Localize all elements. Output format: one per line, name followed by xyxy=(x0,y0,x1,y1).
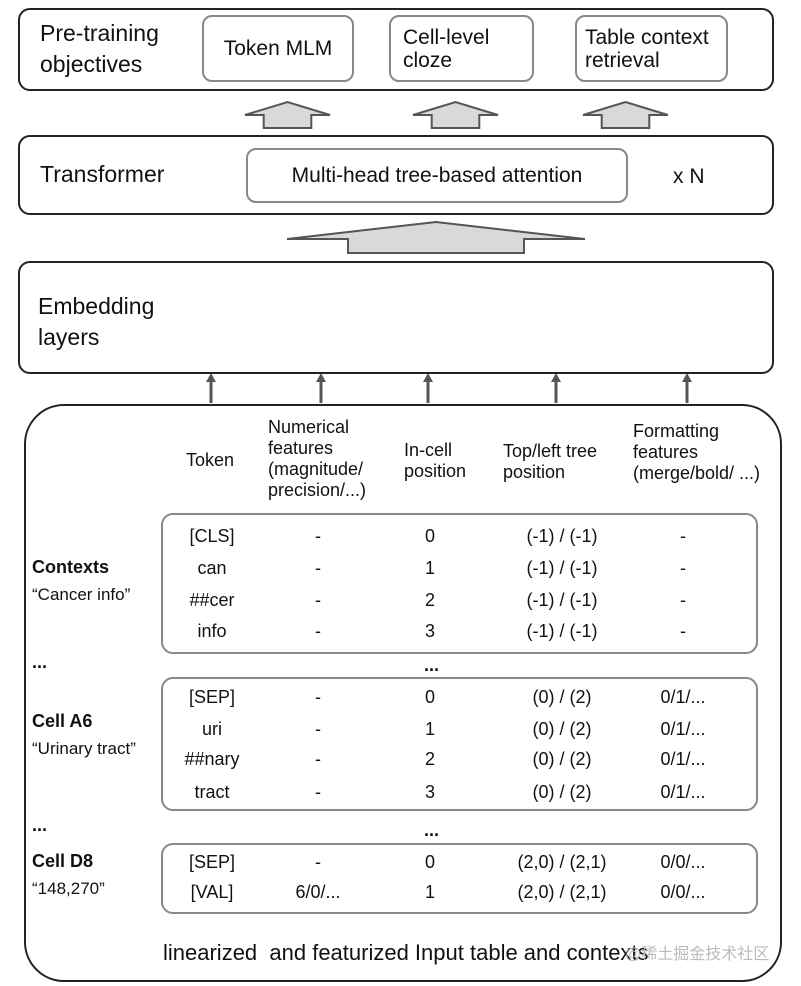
table-cell: - xyxy=(680,590,686,610)
table-cell: (0) / (2) xyxy=(532,687,592,707)
table-cell: - xyxy=(315,526,321,546)
input-caption: linearized and featurized Input table an… xyxy=(163,940,649,965)
group-box xyxy=(161,513,758,654)
table-cell: - xyxy=(315,782,321,802)
table-cell: can xyxy=(197,558,227,578)
embedding-layers-box xyxy=(18,261,774,374)
repeat-n-label: x N xyxy=(673,165,705,188)
group-name: Contexts xyxy=(32,557,110,577)
header-tree-position: Top/left tree position xyxy=(503,441,598,482)
table-cell: 2 xyxy=(424,749,436,769)
block-arrow-up-2 xyxy=(582,100,669,129)
embedding-layers-label: Embedding layers xyxy=(38,293,155,350)
ellipsis: ... xyxy=(32,652,48,672)
table-cell: 0/0/... xyxy=(660,852,706,872)
objective-cell-level-cloze-text: Cell-level cloze xyxy=(403,25,490,72)
objective-cell-level-cloze: Cell-level cloze xyxy=(389,15,534,82)
transformer-label: Transformer xyxy=(40,161,165,187)
input-arrow-head xyxy=(316,373,326,382)
table-cell: ##cer xyxy=(189,590,235,610)
objective-token-mlm: Token MLM xyxy=(202,15,354,82)
group-box xyxy=(161,843,758,914)
table-cell: (2,0) / (2,1) xyxy=(517,882,607,902)
group-name: Cell D8 xyxy=(32,851,94,871)
table-cell: [SEP] xyxy=(188,852,236,872)
table-cell: - xyxy=(680,558,686,578)
table-cell: (0) / (2) xyxy=(532,749,592,769)
table-cell: - xyxy=(315,558,321,578)
table-cell: ##nary xyxy=(184,749,240,769)
header-numerical-features: Numerical features (magnitude/ precision… xyxy=(268,417,367,500)
table-cell: 1 xyxy=(424,882,436,902)
table-cell: (-1) / (-1) xyxy=(526,558,598,578)
table-cell: 2 xyxy=(424,590,436,610)
multi-head-attention-block: Multi-head tree-based attention xyxy=(246,148,628,203)
group-description: “Cancer info” xyxy=(32,585,131,604)
input-arrow-head xyxy=(551,373,561,382)
table-cell: 6/0/... xyxy=(295,882,341,902)
table-cell: 0/0/... xyxy=(660,882,706,902)
table-cell: 0/1/... xyxy=(660,749,706,769)
pretraining-objectives-label: Pre-training objectives xyxy=(40,20,159,77)
input-arrow-head xyxy=(206,373,216,382)
header-token: Token xyxy=(186,450,235,470)
table-cell: 1 xyxy=(424,719,436,739)
table-cell: 1 xyxy=(424,558,436,578)
input-arrow-head xyxy=(423,373,433,382)
table-cell: [VAL] xyxy=(190,882,234,902)
group-description: “148,270” xyxy=(32,879,105,898)
table-cell: info xyxy=(197,621,227,641)
objective-table-context-retrieval-text: Table context retrieval xyxy=(585,25,709,72)
table-cell: 0/1/... xyxy=(660,719,706,739)
table-cell: 0 xyxy=(424,526,436,546)
watermark: @稀土掘金技术社区 xyxy=(625,946,770,963)
table-cell: (2,0) / (2,1) xyxy=(517,852,607,872)
table-cell: 0 xyxy=(424,852,436,872)
ellipsis: ... xyxy=(424,820,440,840)
table-cell: - xyxy=(680,526,686,546)
header-in-cell-position: In-cell position xyxy=(404,440,467,481)
table-cell: - xyxy=(315,852,321,872)
table-cell: - xyxy=(680,621,686,641)
table-cell: 0 xyxy=(424,687,436,707)
header-formatting-features: Formatting features (merge/bold/ ...) xyxy=(633,421,761,483)
objective-table-context-retrieval: Table context retrieval xyxy=(575,15,728,82)
table-cell: tract xyxy=(194,782,230,802)
group-name: Cell A6 xyxy=(32,711,93,731)
big-block-arrow-up xyxy=(286,220,586,254)
table-cell: (-1) / (-1) xyxy=(526,621,598,641)
block-arrow-up-0 xyxy=(244,100,331,129)
table-cell: [CLS] xyxy=(189,526,235,546)
table-cell: - xyxy=(315,749,321,769)
table-cell: uri xyxy=(201,719,223,739)
table-cell: (-1) / (-1) xyxy=(526,590,598,610)
table-cell: 3 xyxy=(424,782,436,802)
block-arrow-up-1 xyxy=(412,100,499,129)
table-cell: - xyxy=(315,719,321,739)
table-cell: - xyxy=(315,687,321,707)
ellipsis: ... xyxy=(32,815,48,835)
table-cell: 0/1/... xyxy=(660,687,706,707)
ellipsis: ... xyxy=(424,655,440,675)
table-cell: (0) / (2) xyxy=(532,782,592,802)
table-cell: (0) / (2) xyxy=(532,719,592,739)
table-cell: [SEP] xyxy=(188,687,236,707)
table-cell: - xyxy=(315,590,321,610)
table-cell: - xyxy=(315,621,321,641)
table-cell: 0/1/... xyxy=(660,782,706,802)
table-cell: 3 xyxy=(424,621,436,641)
group-description: “Urinary tract” xyxy=(32,739,136,758)
table-cell: (-1) / (-1) xyxy=(526,526,598,546)
input-arrow-head xyxy=(682,373,692,382)
input-table-box xyxy=(24,404,782,982)
group-box xyxy=(161,677,758,811)
